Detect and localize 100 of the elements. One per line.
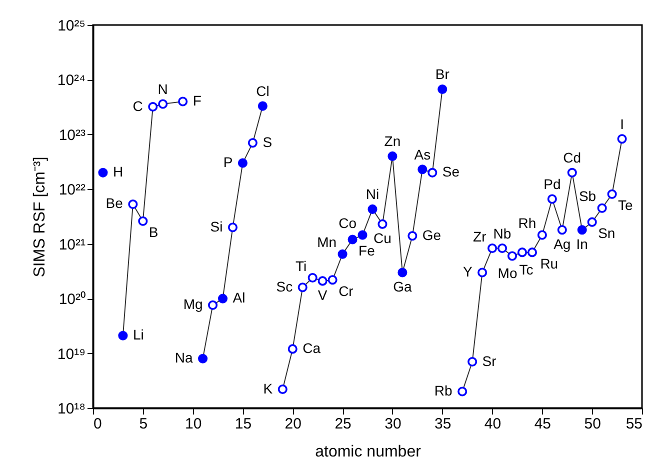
point bbox=[98, 168, 108, 178]
point bbox=[438, 84, 448, 94]
y-tick-label: 10¹⁸ bbox=[57, 400, 86, 418]
x-tick-label: 20 bbox=[284, 416, 302, 432]
annotation: Sn bbox=[598, 225, 616, 242]
y-tick-label: 10²⁰ bbox=[58, 291, 86, 308]
point bbox=[198, 354, 208, 364]
annotation: Co bbox=[338, 215, 357, 232]
point bbox=[537, 230, 547, 240]
annotation: Ru bbox=[540, 255, 558, 272]
x-tick-label: 15 bbox=[234, 416, 252, 432]
annotation: Zr bbox=[473, 228, 487, 244]
annotation: B bbox=[148, 224, 158, 240]
annotation: As bbox=[414, 146, 431, 162]
annotation: S bbox=[262, 134, 272, 150]
annotation: Ti bbox=[295, 258, 307, 274]
annotation: Si bbox=[210, 218, 223, 234]
x-tick-label: 40 bbox=[484, 416, 502, 432]
point bbox=[328, 275, 338, 285]
point bbox=[388, 151, 398, 161]
y-tick-label: 10²¹ bbox=[58, 236, 86, 254]
annotation: Tc bbox=[519, 261, 534, 278]
annotation: Cd bbox=[563, 150, 582, 166]
annotation: I bbox=[620, 116, 624, 132]
annotation: K bbox=[263, 380, 274, 396]
point bbox=[318, 276, 328, 286]
annotation: Sr bbox=[482, 352, 497, 369]
annotation: Te bbox=[618, 197, 634, 214]
point bbox=[557, 225, 567, 235]
point bbox=[338, 249, 348, 259]
x-tick-label: 50 bbox=[584, 416, 601, 432]
point bbox=[358, 230, 368, 240]
y-tick-label: 10²⁴ bbox=[57, 72, 86, 90]
x-tick-label: 35 bbox=[434, 416, 452, 432]
point bbox=[148, 102, 158, 112]
annotation: Ge bbox=[422, 226, 442, 243]
point bbox=[547, 194, 557, 204]
point bbox=[458, 386, 468, 396]
x-tick-label: 45 bbox=[534, 416, 552, 432]
point bbox=[288, 344, 298, 354]
point bbox=[527, 248, 537, 258]
annotation: Mo bbox=[498, 264, 518, 281]
point bbox=[398, 268, 408, 278]
x-axis-title: atomic number bbox=[315, 444, 422, 460]
annotation: Sc bbox=[276, 278, 293, 294]
annotation: Pd bbox=[544, 176, 561, 192]
annotation: P bbox=[223, 154, 233, 170]
point bbox=[478, 268, 488, 278]
point bbox=[178, 96, 188, 106]
point bbox=[308, 273, 318, 283]
annotation: Cl bbox=[256, 83, 270, 100]
point bbox=[468, 356, 478, 367]
annotation: N bbox=[158, 80, 168, 97]
y-tick-label: 10²⁵ bbox=[58, 18, 86, 34]
point bbox=[567, 168, 577, 178]
point bbox=[208, 300, 218, 310]
annotation: Cr bbox=[338, 282, 354, 299]
point bbox=[577, 225, 587, 235]
point bbox=[128, 199, 138, 209]
annotation: Ca bbox=[302, 340, 321, 356]
annotation: Ga bbox=[393, 278, 412, 294]
annotation: Mg bbox=[183, 296, 203, 312]
point bbox=[158, 99, 168, 109]
annotation: V bbox=[318, 286, 328, 303]
point bbox=[507, 251, 518, 261]
point bbox=[597, 203, 607, 213]
annotation: Fe bbox=[358, 242, 376, 259]
annotation: Rb bbox=[434, 382, 453, 399]
annotation: Se bbox=[442, 164, 460, 180]
point bbox=[428, 168, 438, 178]
annotation: Br bbox=[435, 66, 450, 82]
point bbox=[488, 244, 498, 254]
point bbox=[617, 134, 627, 144]
point bbox=[418, 164, 428, 174]
annotation: Sb bbox=[578, 188, 596, 204]
point bbox=[368, 204, 378, 214]
y-tick-label: 10²³ bbox=[58, 126, 86, 144]
point bbox=[517, 248, 527, 258]
annotation: Al bbox=[232, 290, 246, 306]
point bbox=[408, 231, 418, 241]
point bbox=[248, 138, 258, 148]
y-tick-label: 10¹⁹ bbox=[57, 346, 86, 363]
annotation: Zn bbox=[384, 133, 401, 150]
annotation: Ni bbox=[366, 186, 380, 202]
point bbox=[378, 219, 388, 229]
point bbox=[587, 217, 597, 227]
annotation: Mn bbox=[317, 234, 337, 250]
x-tick-label: 25 bbox=[334, 416, 352, 432]
annotation: Rh bbox=[518, 215, 536, 232]
x-tick-label: 5 bbox=[139, 416, 148, 432]
annotation: Be bbox=[106, 195, 124, 212]
annotation: Cu bbox=[374, 230, 392, 246]
annotation: Li bbox=[132, 326, 144, 343]
point bbox=[218, 294, 228, 304]
point bbox=[138, 216, 148, 226]
point bbox=[607, 189, 617, 199]
point bbox=[228, 222, 238, 232]
point bbox=[258, 101, 268, 111]
x-tick-label: 30 bbox=[384, 416, 402, 432]
y-tick-label: 10²² bbox=[58, 182, 86, 199]
